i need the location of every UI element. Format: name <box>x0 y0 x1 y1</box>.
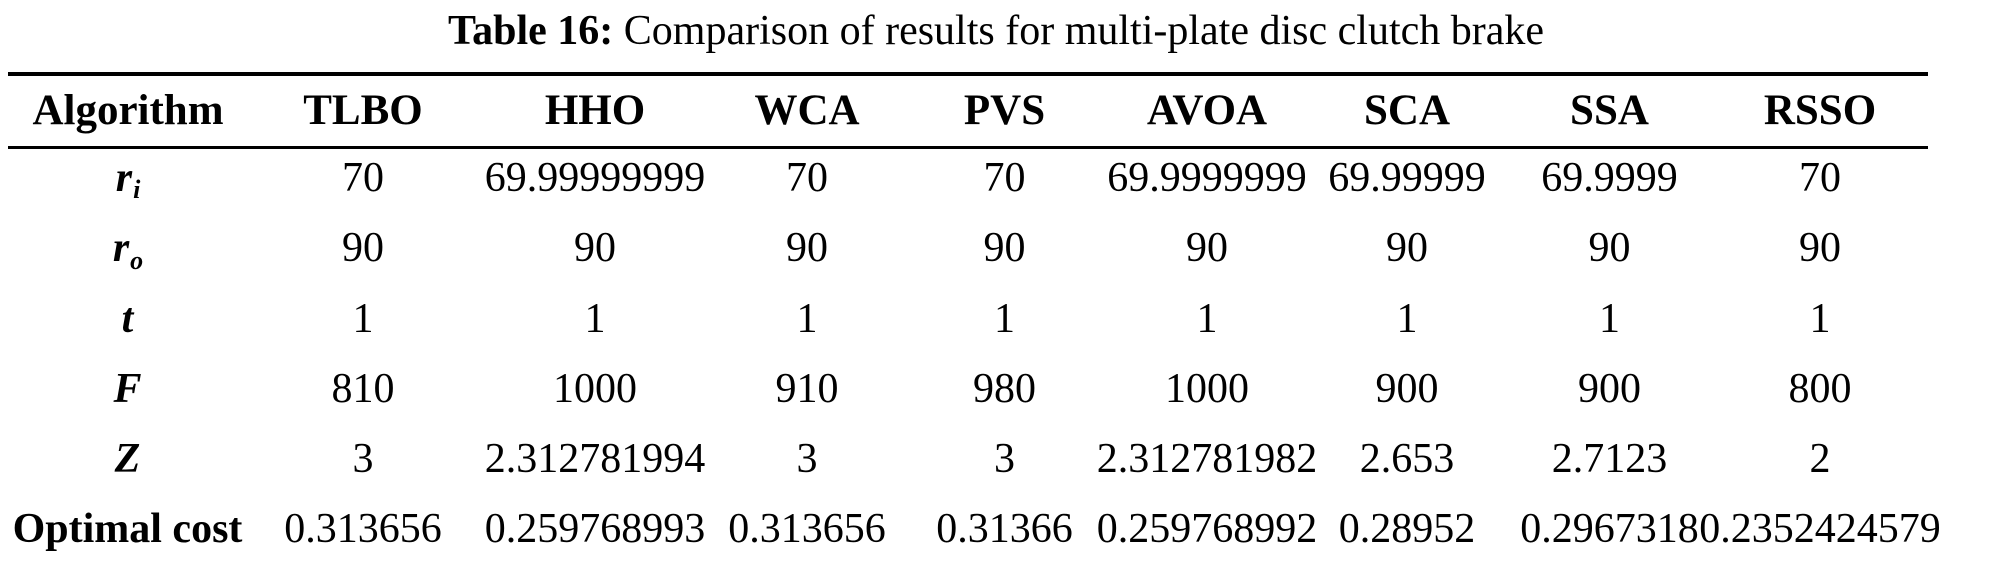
row-label-ri: ri <box>8 149 248 219</box>
table-cell: 1 <box>796 295 818 342</box>
table-cell: 3 <box>352 436 374 483</box>
table-header-row: Algorithm TLBO HHO WCA PVS AVOA SCA SSA … <box>8 76 1928 146</box>
table-cell: 1 <box>994 295 1015 342</box>
table-cell: 1000 <box>1165 365 1249 412</box>
header-cell-sca: SCA <box>1363 87 1451 134</box>
table-cell: 69.99999999 <box>484 155 706 201</box>
table-row-t: t 1 1 1 1 1 1 1 1 <box>8 290 1928 360</box>
table-cell: 810 <box>331 365 395 412</box>
table-cell: 0.259768993 <box>484 506 706 553</box>
header-cell-pvs: PVS <box>963 87 1046 134</box>
table-row-ri: ri 70 69.99999999 70 70 69.9999999 69.99… <box>8 149 1928 219</box>
header-cell-algorithm: Algorithm <box>32 87 224 134</box>
table-row-f: F 810 1000 910 980 1000 900 900 800 <box>8 360 1928 430</box>
table-top-rule <box>8 72 1928 76</box>
row-label-base: t <box>121 295 134 342</box>
header-cell-avoa: AVOA <box>1146 87 1268 134</box>
table-cell: 0.313656 <box>284 506 442 553</box>
row-label-base: F <box>113 365 142 412</box>
header-cell-hho: HHO <box>544 87 646 134</box>
table-cell: 90 <box>786 225 828 272</box>
table-cell: 3 <box>796 436 818 483</box>
header-cell-wca: WCA <box>754 87 860 134</box>
table-cell: 1 <box>1196 295 1218 342</box>
table-cell: 90 <box>1386 225 1428 272</box>
row-label-optimal-cost: Optimal cost <box>8 500 248 570</box>
header-cell-ssa: SSA <box>1570 87 1649 134</box>
table-cell: 90 <box>983 225 1026 272</box>
table-cell: 1 <box>1599 295 1620 342</box>
table-cell: 90 <box>342 225 384 272</box>
table-cell: 90 <box>1799 225 1841 272</box>
table-cell: 69.9999999 <box>1107 155 1307 201</box>
table-caption: Table 16: Comparison of results for multi… <box>0 0 1992 62</box>
table-cell: 2 <box>1809 436 1831 483</box>
table-cell: 2.653 <box>1359 436 1455 483</box>
results-table: Algorithm TLBO HHO WCA PVS AVOA SCA SSA … <box>8 72 1941 571</box>
table-cell: 1 <box>1809 295 1831 342</box>
header-cell-tlbo: TLBO <box>303 87 423 134</box>
table-cell: 90 <box>574 225 616 272</box>
table-row-ro: ro 90 90 90 90 90 90 90 90 <box>8 219 1928 289</box>
table-caption-text: Comparison of results for multi-plate di… <box>623 8 1545 54</box>
table-caption-label: Table 16: <box>447 8 614 54</box>
table-cell: 90 <box>1588 225 1631 272</box>
row-label-base: Z <box>114 436 141 483</box>
table-cell: 69.9999 <box>1541 155 1678 201</box>
table-cell: 980 <box>973 365 1036 412</box>
table-header-rule <box>8 146 1928 149</box>
row-label-t: t <box>8 290 248 360</box>
table-cell: 2.312781994 <box>484 436 706 483</box>
table-cell: 1000 <box>553 365 637 412</box>
table-cell: 0.31366 <box>936 506 1073 553</box>
table-cell: 2.7123 <box>1551 436 1668 483</box>
table-cell: 2.312781982 <box>1096 436 1318 483</box>
row-label-subscript: i <box>133 175 141 205</box>
table-cell: 3 <box>994 436 1015 483</box>
table-cell: 1 <box>584 295 606 342</box>
table-cell: 0.259768992 <box>1096 506 1318 553</box>
table-cell: 0.2967318 <box>1520 506 1699 553</box>
header-cell-rsso: RSSO <box>1763 87 1877 134</box>
table-cell: 70 <box>1799 155 1841 201</box>
row-label-z: Z <box>8 430 248 500</box>
table-row-z: Z 3 2.312781994 3 3 2.312781982 2.653 2.… <box>8 430 1928 500</box>
table-cell: 900 <box>1578 365 1641 412</box>
row-label-f: F <box>8 360 248 430</box>
table-cell: 800 <box>1788 365 1852 412</box>
table-cell: 90 <box>1186 225 1228 272</box>
row-label-subscript: o <box>130 245 144 275</box>
table-cell: 900 <box>1375 365 1439 412</box>
table-cell: 0.313656 <box>728 506 886 553</box>
row-label-ro: ro <box>8 219 248 289</box>
row-label-base: Optimal cost <box>12 506 243 553</box>
table-cell: 69.99999 <box>1328 155 1486 201</box>
row-label-base: r <box>112 225 130 272</box>
table-cell: 0.2352424579 <box>1699 506 1941 553</box>
row-label-base: r <box>115 155 133 201</box>
table-cell: 910 <box>775 365 839 412</box>
table-row-optimal-cost: Optimal cost 0.313656 0.259768993 0.3136… <box>8 500 1941 570</box>
table-cell: 0.28952 <box>1338 506 1476 553</box>
table-cell: 1 <box>352 295 374 342</box>
table-cell: 1 <box>1396 295 1418 342</box>
table-cell: 70 <box>983 155 1026 201</box>
table-cell: 70 <box>342 155 384 201</box>
table-cell: 70 <box>786 155 828 201</box>
